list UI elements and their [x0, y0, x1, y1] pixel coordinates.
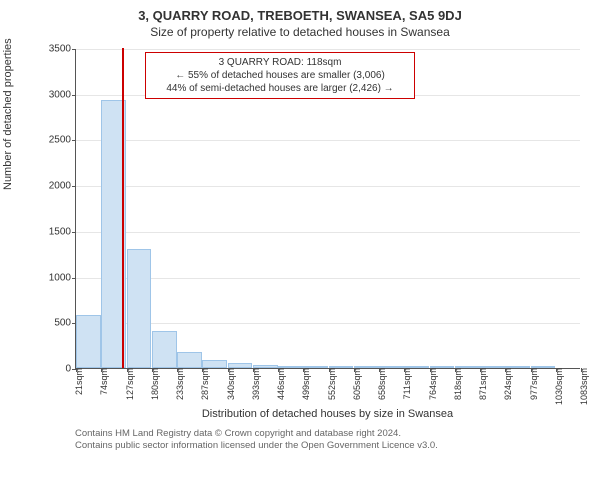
ytick-mark: [72, 140, 76, 141]
annotation-box: 3 QUARRY ROAD: 118sqm ← 55% of detached …: [145, 52, 415, 99]
annotation-line2: ← 55% of detached houses are smaller (3,…: [152, 69, 408, 82]
x-axis-label: Distribution of detached houses by size …: [65, 408, 590, 420]
ytick-mark: [72, 278, 76, 279]
footer-line1: Contains HM Land Registry data © Crown c…: [75, 428, 590, 440]
ytick-mark: [72, 95, 76, 96]
xtick-label: 818sqm: [453, 368, 463, 400]
ytick-mark: [72, 186, 76, 187]
xtick-label: 552sqm: [327, 368, 337, 400]
gridline: [76, 140, 580, 141]
ytick-label: 2500: [31, 135, 71, 146]
xtick-label: 393sqm: [251, 368, 261, 400]
xtick-label: 180sqm: [150, 368, 160, 400]
xtick-label: 21sqm: [74, 368, 84, 395]
histogram-bar: [202, 360, 227, 368]
xtick-label: 658sqm: [377, 368, 387, 400]
xtick-label: 340sqm: [226, 368, 236, 400]
chart-area: 3 QUARRY ROAD: 118sqm ← 55% of detached …: [75, 49, 580, 404]
xtick-label: 287sqm: [200, 368, 210, 400]
ytick-label: 1000: [31, 272, 71, 283]
gridline: [76, 323, 580, 324]
xtick-label: 871sqm: [478, 368, 488, 400]
gridline: [76, 186, 580, 187]
histogram-bar: [152, 331, 177, 368]
ytick-label: 3000: [31, 89, 71, 100]
footer-line2: Contains public sector information licen…: [75, 440, 590, 452]
xtick-label: 977sqm: [529, 368, 539, 400]
y-axis-label: Number of detached properties: [2, 38, 14, 190]
xtick-label: 764sqm: [428, 368, 438, 400]
xtick-label: 924sqm: [503, 368, 513, 400]
xtick-label: 711sqm: [402, 368, 412, 399]
page-title-address: 3, QUARRY ROAD, TREBOETH, SWANSEA, SA5 9…: [10, 8, 590, 23]
page-title-desc: Size of property relative to detached ho…: [10, 25, 590, 39]
histogram-plot: 3 QUARRY ROAD: 118sqm ← 55% of detached …: [75, 49, 580, 369]
xtick-label: 233sqm: [175, 368, 185, 400]
xtick-label: 605sqm: [352, 368, 362, 400]
annotation-line3: 44% of semi-detached houses are larger (…: [152, 82, 408, 95]
ytick-label: 0: [31, 364, 71, 375]
xtick-label: 1030sqm: [554, 368, 564, 405]
ytick-label: 500: [31, 318, 71, 329]
annotation-line1: 3 QUARRY ROAD: 118sqm: [152, 56, 408, 69]
xtick-label: 446sqm: [276, 368, 286, 400]
ytick-label: 3500: [31, 44, 71, 55]
ytick-label: 1500: [31, 226, 71, 237]
footer-attribution: Contains HM Land Registry data © Crown c…: [75, 428, 590, 453]
gridline: [76, 232, 580, 233]
gridline: [76, 278, 580, 279]
xtick-label: 1083sqm: [579, 368, 589, 405]
xtick-label: 74sqm: [99, 368, 109, 395]
ytick-mark: [72, 49, 76, 50]
ytick-mark: [72, 232, 76, 233]
ytick-label: 2000: [31, 181, 71, 192]
histogram-bar: [76, 315, 101, 368]
xtick-label: 127sqm: [125, 368, 135, 400]
xtick-label: 499sqm: [301, 368, 311, 400]
histogram-bar: [177, 352, 202, 368]
histogram-bar: [127, 249, 152, 368]
property-marker-line: [122, 48, 124, 368]
gridline: [76, 49, 580, 50]
